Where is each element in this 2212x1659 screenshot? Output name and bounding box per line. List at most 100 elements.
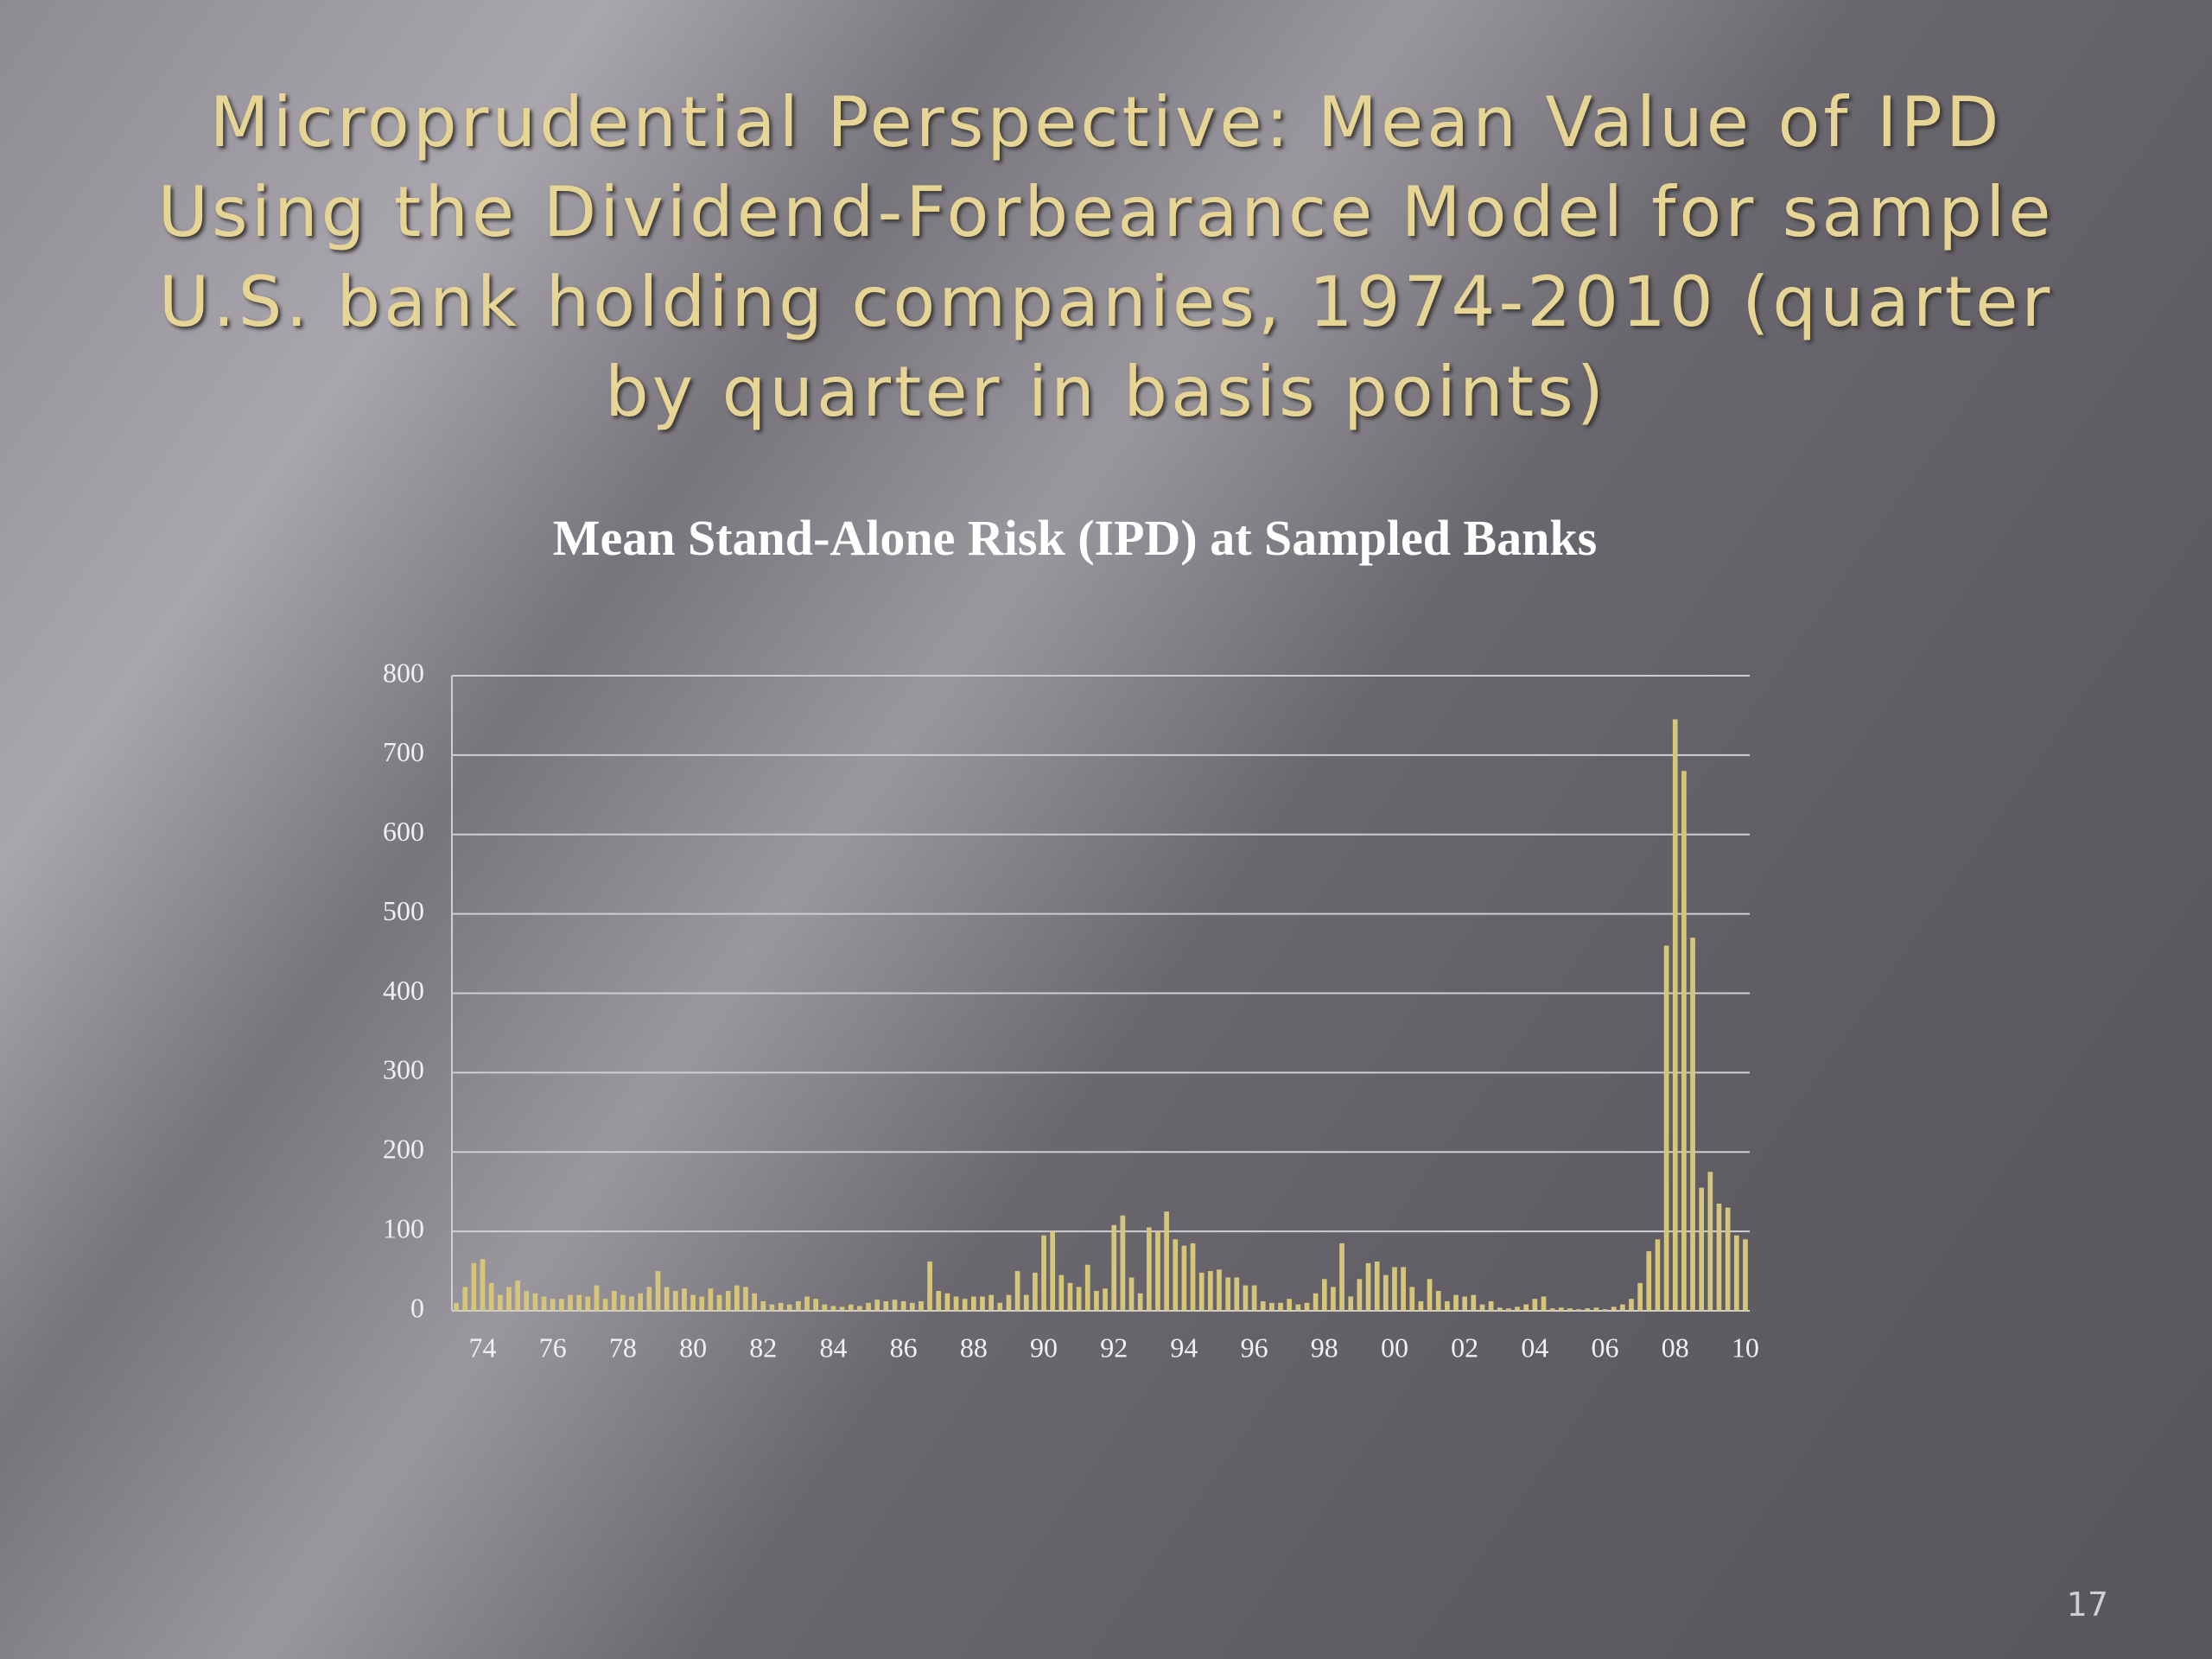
bar [778, 1302, 784, 1311]
bar [1620, 1304, 1625, 1311]
bar [1725, 1207, 1731, 1311]
x-tick-label: 88 [960, 1332, 988, 1363]
bar [708, 1288, 714, 1311]
bar [1058, 1274, 1065, 1311]
bar [1217, 1269, 1222, 1311]
bar [953, 1296, 959, 1311]
bar [1050, 1231, 1056, 1311]
bar [716, 1294, 722, 1311]
bar [1225, 1277, 1230, 1311]
bar [1094, 1291, 1099, 1311]
bar [752, 1293, 757, 1311]
bar [454, 1302, 459, 1311]
bar [1576, 1309, 1581, 1311]
bar [497, 1294, 503, 1311]
bar [1523, 1304, 1529, 1311]
bar [629, 1296, 634, 1311]
bar [524, 1291, 530, 1311]
bar [900, 1300, 906, 1311]
bar [1260, 1300, 1266, 1311]
bar [1427, 1279, 1433, 1311]
bar [646, 1287, 652, 1311]
bar [796, 1300, 801, 1311]
bar [1506, 1308, 1511, 1311]
bar [1646, 1251, 1652, 1311]
bar [1401, 1267, 1406, 1311]
bar [1164, 1211, 1169, 1311]
bar [602, 1299, 608, 1311]
bar [462, 1287, 468, 1311]
bar [1541, 1296, 1547, 1311]
bar [1558, 1307, 1564, 1311]
bar [883, 1300, 889, 1311]
bar [655, 1271, 661, 1311]
bar [1392, 1267, 1397, 1311]
bar [1067, 1282, 1073, 1311]
bar [1023, 1294, 1029, 1311]
bar [480, 1259, 486, 1311]
bar [682, 1288, 687, 1311]
bar [927, 1262, 932, 1311]
bar [874, 1300, 880, 1311]
bar [760, 1300, 766, 1311]
bar [962, 1299, 968, 1311]
bar [1006, 1294, 1012, 1311]
bar [786, 1304, 792, 1311]
bar [1243, 1285, 1249, 1311]
bar [1409, 1287, 1415, 1311]
bar [638, 1293, 644, 1311]
bar [1137, 1293, 1143, 1311]
bar [672, 1291, 678, 1311]
bar [1208, 1271, 1213, 1311]
bar [743, 1287, 748, 1311]
bar [1663, 945, 1669, 1311]
bar [568, 1294, 573, 1311]
bar [515, 1281, 520, 1311]
x-tick-label: 84 [819, 1332, 847, 1363]
bar [1733, 1235, 1739, 1311]
bar [1707, 1172, 1713, 1311]
bar [1382, 1274, 1389, 1311]
bar [541, 1296, 547, 1311]
bar [1681, 771, 1687, 1311]
bar [822, 1304, 828, 1311]
bar [699, 1296, 705, 1311]
y-tick-label: 400 [383, 975, 424, 1006]
x-tick-label: 80 [679, 1332, 707, 1363]
y-tick-label: 500 [383, 895, 424, 926]
bar [1585, 1308, 1591, 1311]
bar [1033, 1272, 1038, 1311]
x-tick-label: 86 [890, 1332, 918, 1363]
bar [1295, 1304, 1301, 1311]
bar [1374, 1262, 1380, 1311]
x-tick-label: 82 [749, 1332, 777, 1363]
bar [1690, 938, 1695, 1311]
bar [918, 1300, 924, 1311]
bar [1041, 1235, 1046, 1311]
bar [1321, 1279, 1327, 1311]
page-number: 17 [2066, 1586, 2108, 1624]
bar [944, 1293, 950, 1311]
bar [1313, 1293, 1319, 1311]
bar [971, 1296, 976, 1311]
bar [892, 1300, 898, 1311]
bar [769, 1304, 775, 1311]
x-tick-label: 10 [1732, 1332, 1759, 1363]
bar [1488, 1300, 1494, 1311]
x-tick-label: 74 [469, 1332, 497, 1363]
bar [1479, 1304, 1485, 1311]
x-tick-label: 76 [539, 1332, 567, 1363]
x-tick-label: 04 [1521, 1332, 1548, 1363]
bar [830, 1306, 836, 1311]
bar [1471, 1294, 1477, 1311]
x-tick-label: 94 [1170, 1332, 1198, 1363]
bar [1629, 1299, 1634, 1311]
x-tick-label: 96 [1241, 1332, 1268, 1363]
x-tick-label: 78 [609, 1332, 637, 1363]
bar [620, 1294, 626, 1311]
bar [936, 1291, 942, 1311]
bar [1181, 1245, 1187, 1311]
bar [506, 1287, 512, 1311]
